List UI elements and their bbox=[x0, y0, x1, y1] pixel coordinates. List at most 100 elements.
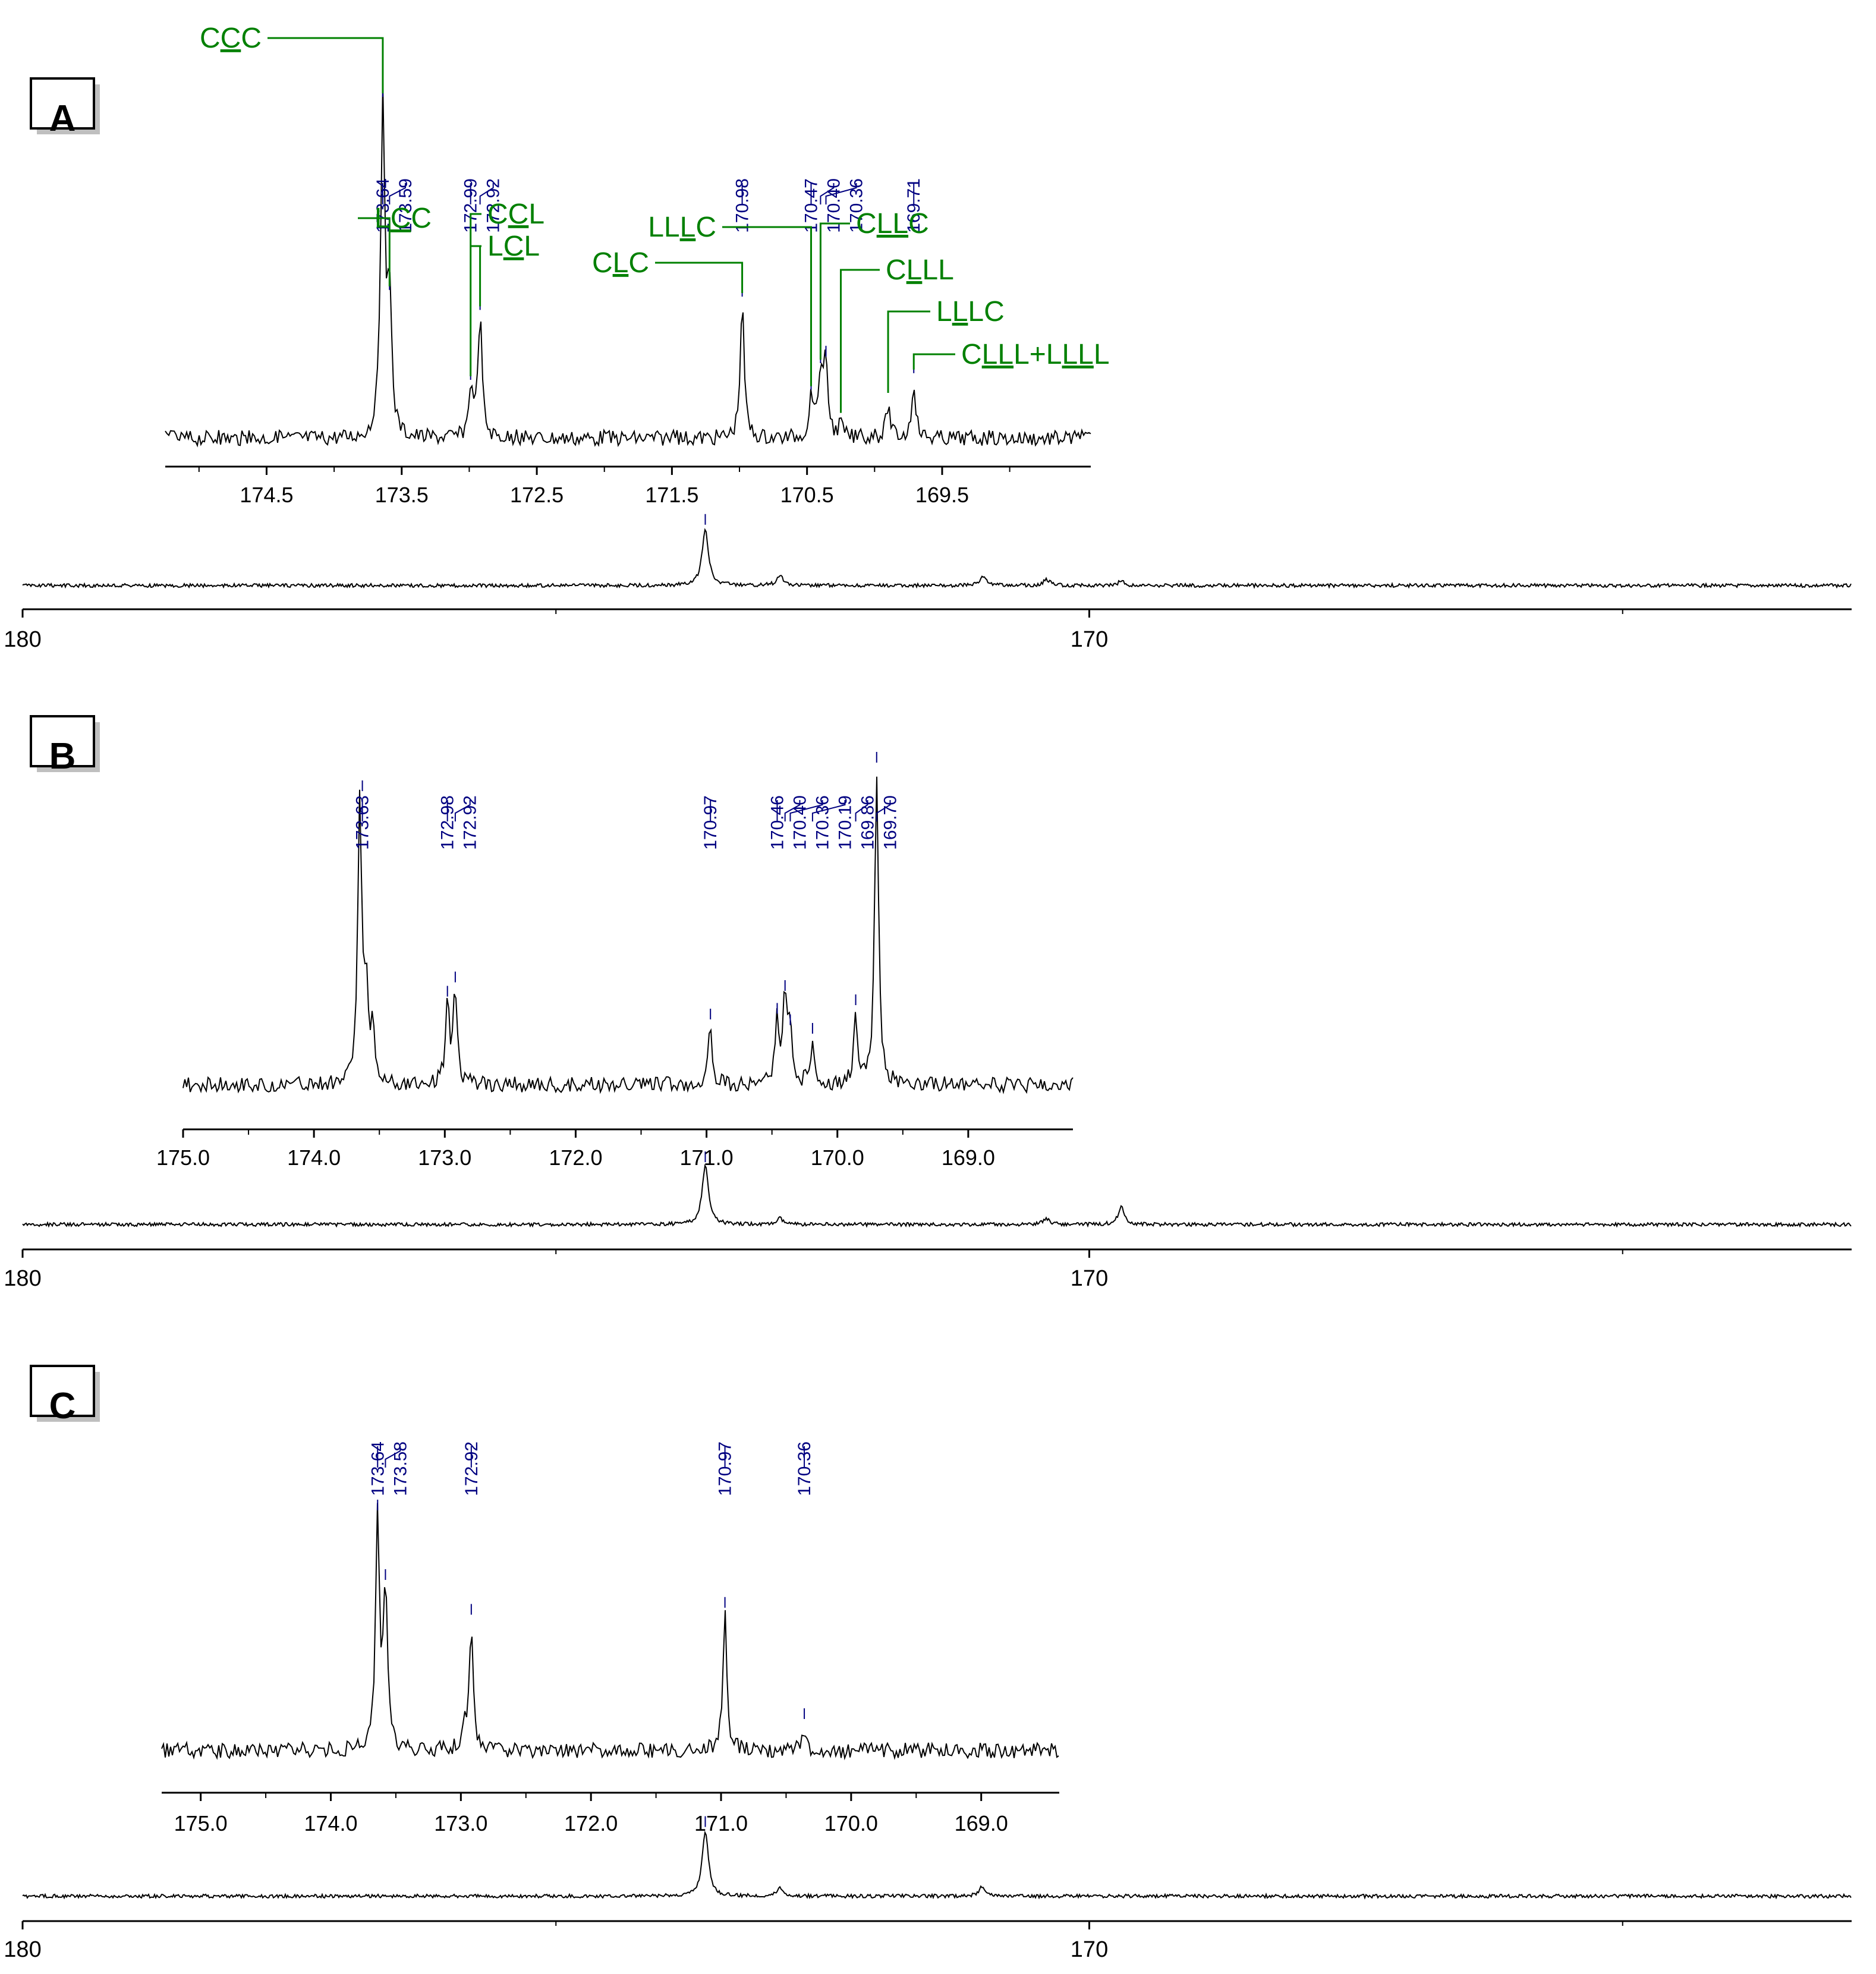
assignment-unit: LL bbox=[648, 212, 679, 243]
assignment-underlined-unit: LL bbox=[982, 339, 1013, 370]
inset-peak-connector bbox=[820, 183, 835, 204]
inset-peak-connector bbox=[389, 183, 406, 204]
assignment-unit: C bbox=[695, 212, 716, 243]
sequence-assignment: CCL bbox=[487, 199, 544, 230]
inset-tick-label: 170.0 bbox=[811, 1145, 864, 1170]
inset-spectrum-trace bbox=[182, 776, 1074, 1094]
assignment-connector bbox=[839, 269, 880, 413]
x-tick-label: 170 bbox=[1071, 1937, 1108, 1962]
spectrum-trace bbox=[22, 528, 1852, 589]
inset-tick-label: 170.0 bbox=[824, 1811, 878, 1836]
assignment-connector bbox=[887, 310, 930, 393]
inset-tick-label: 169.0 bbox=[955, 1811, 1008, 1836]
assignment-underlined-unit: C bbox=[221, 23, 241, 54]
assignment-connector bbox=[358, 217, 391, 287]
assignment-unit: C bbox=[908, 208, 929, 240]
assignment-connector bbox=[471, 245, 481, 307]
assignment-unit: C bbox=[200, 23, 221, 54]
sequence-assignment: LCL bbox=[487, 231, 540, 262]
inset-tick-label: 174.0 bbox=[287, 1145, 341, 1170]
assignment-connector bbox=[470, 213, 481, 376]
inset-peak-connector bbox=[784, 800, 801, 821]
assignment-unit: L bbox=[524, 231, 540, 262]
assignment-unit: L bbox=[528, 199, 544, 230]
x-tick-label: 170 bbox=[1071, 1266, 1108, 1291]
assignment-unit: L+L bbox=[1013, 339, 1062, 370]
inset-tick-label: 170.5 bbox=[780, 483, 834, 507]
inset-tick-label: 173.0 bbox=[434, 1811, 487, 1836]
inset-spectrum-trace bbox=[165, 81, 1091, 448]
inset-tick-label: 173.0 bbox=[418, 1145, 471, 1170]
sequence-assignment: CLLL+LLLL bbox=[961, 339, 1110, 370]
inset-tick-label: 173.5 bbox=[375, 483, 429, 507]
assignment-unit: C bbox=[487, 199, 508, 230]
assignment-unit: C bbox=[856, 208, 877, 240]
inset-tick-label: 175.0 bbox=[174, 1811, 228, 1836]
inset-peak-connector bbox=[811, 800, 846, 821]
assignment-connector bbox=[655, 262, 744, 293]
sequence-assignment: LLLC bbox=[936, 296, 1005, 328]
inset-peak-connector bbox=[385, 1446, 401, 1468]
inset-peak-connector bbox=[789, 800, 823, 821]
inset-tick-label: 175.0 bbox=[156, 1145, 210, 1170]
sequence-assignment: CLLL bbox=[886, 254, 954, 286]
panel-b: B180170160150140130120110100908070605040… bbox=[4, 715, 1852, 1291]
inset-peak-connector bbox=[479, 183, 494, 204]
inset-peak-connector bbox=[825, 183, 857, 204]
assignment-unit: C bbox=[592, 247, 613, 279]
panel-c: C180170160150140130120110100908070605040… bbox=[4, 1365, 1852, 1962]
assignment-underlined-unit: C bbox=[391, 203, 411, 234]
assignment-underlined-unit: L bbox=[613, 247, 629, 279]
spectrum-trace bbox=[22, 1830, 1852, 1900]
assignment-unit: L bbox=[487, 231, 503, 262]
assignment-connector bbox=[819, 222, 850, 360]
spectrum-trace bbox=[22, 1163, 1852, 1228]
assignment-unit: LC bbox=[968, 296, 1004, 328]
x-tick-label: 170 bbox=[1071, 627, 1108, 652]
panel-a: A180170160150140130120110100908070605040… bbox=[4, 23, 1852, 652]
inset-tick-label: 169.0 bbox=[942, 1145, 995, 1170]
inset-tick-label: 171.0 bbox=[694, 1811, 748, 1836]
inset-tick-label: 171.0 bbox=[680, 1145, 734, 1170]
assignment-underlined-unit: L bbox=[906, 254, 923, 286]
sequence-assignment: CLC bbox=[592, 247, 649, 279]
inset-peak-connector bbox=[454, 800, 471, 821]
assignment-connector bbox=[722, 226, 812, 386]
assignment-underlined-unit: L bbox=[680, 212, 696, 243]
sequence-assignment: CLLC bbox=[856, 208, 929, 240]
inset-spectrum-trace bbox=[161, 1503, 1059, 1761]
assignment-unit: L bbox=[1094, 339, 1110, 370]
inset-tick-label: 169.5 bbox=[915, 483, 969, 507]
panel-label-box bbox=[30, 1365, 95, 1417]
assignment-underlined-unit: C bbox=[503, 231, 524, 262]
panel-label-box bbox=[30, 77, 95, 130]
assignment-unit: L bbox=[936, 296, 952, 328]
assignment-underlined-unit: LL bbox=[1062, 339, 1093, 370]
inset-tick-label: 174.0 bbox=[304, 1811, 357, 1836]
assignment-unit: LL bbox=[922, 254, 953, 286]
x-tick-label: 180 bbox=[4, 1266, 41, 1291]
panel-label: C bbox=[49, 1386, 76, 1427]
assignment-unit: C bbox=[886, 254, 906, 286]
inset-peak-connector bbox=[876, 800, 891, 821]
panel-label-box bbox=[30, 715, 95, 767]
x-tick-label: 180 bbox=[4, 627, 41, 652]
assignment-connector bbox=[912, 353, 955, 370]
inset-tick-label: 172.0 bbox=[549, 1145, 602, 1170]
assignment-underlined-unit: C bbox=[508, 199, 529, 230]
inset-tick-label: 174.5 bbox=[240, 483, 293, 507]
assignment-underlined-unit: L bbox=[952, 296, 968, 328]
inset-tick-label: 171.5 bbox=[645, 483, 698, 507]
assignment-underlined-unit: LL bbox=[877, 208, 908, 240]
inset-peak-connector bbox=[855, 800, 868, 821]
assignment-unit: C bbox=[961, 339, 982, 370]
inset-tick-label: 172.5 bbox=[510, 483, 564, 507]
assignment-unit: C bbox=[628, 247, 649, 279]
assignment-unit: C bbox=[241, 23, 262, 54]
panel-label: A bbox=[49, 98, 76, 139]
x-tick-label: 180 bbox=[4, 1937, 41, 1962]
assignment-connector bbox=[267, 37, 384, 93]
assignment-unit: C bbox=[411, 203, 432, 234]
panel-label: B bbox=[49, 736, 76, 777]
